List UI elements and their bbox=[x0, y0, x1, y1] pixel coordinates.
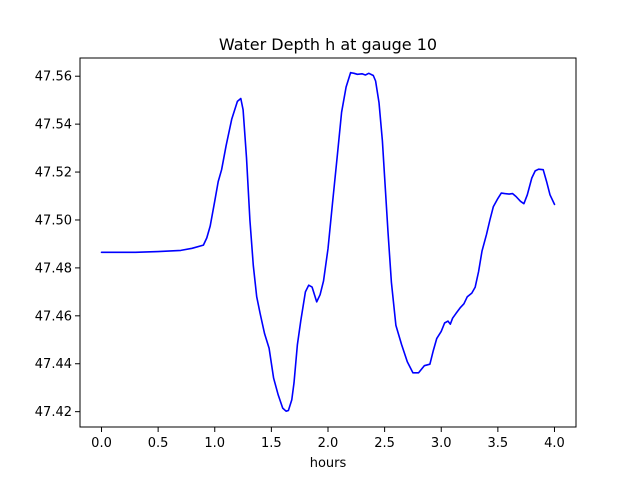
x-tick-label: 1.0 bbox=[204, 436, 225, 451]
x-axis-label: hours bbox=[310, 456, 347, 471]
y-tick-label: 47.54 bbox=[35, 118, 72, 133]
x-tick-label: 2.5 bbox=[374, 436, 395, 451]
x-tick-label: 4.0 bbox=[544, 436, 565, 451]
x-tick-label: 3.0 bbox=[431, 436, 452, 451]
plot-frame bbox=[79, 57, 577, 428]
x-tick-label: 2.0 bbox=[318, 436, 339, 451]
y-tick-label: 47.56 bbox=[35, 70, 72, 85]
y-tick-label: 47.52 bbox=[35, 166, 72, 181]
y-tick-label: 47.44 bbox=[35, 357, 72, 372]
x-tick-label: 1.5 bbox=[261, 436, 282, 451]
x-tick-label: 0.5 bbox=[148, 436, 169, 451]
x-tick-label: 3.5 bbox=[488, 436, 509, 451]
x-tick-label: 0.0 bbox=[91, 436, 112, 451]
y-axis-ticks: 47.42 47.44 47.46 47.48 47.50 47.52 47.54 47.56 bbox=[35, 70, 80, 420]
y-tick-label: 47.46 bbox=[35, 309, 72, 324]
x-axis-ticks: 0.0 0.5 1.0 1.5 2.0 2.5 3.0 3.5 4.0 bbox=[91, 427, 565, 451]
series-line bbox=[100, 71, 556, 413]
plot-lines bbox=[100, 71, 556, 413]
y-tick-label: 47.48 bbox=[35, 261, 72, 276]
chart-title: Water Depth h at gauge 10 bbox=[219, 35, 437, 54]
y-tick-label: 47.50 bbox=[35, 213, 72, 228]
y-tick-label: 47.42 bbox=[35, 405, 72, 420]
